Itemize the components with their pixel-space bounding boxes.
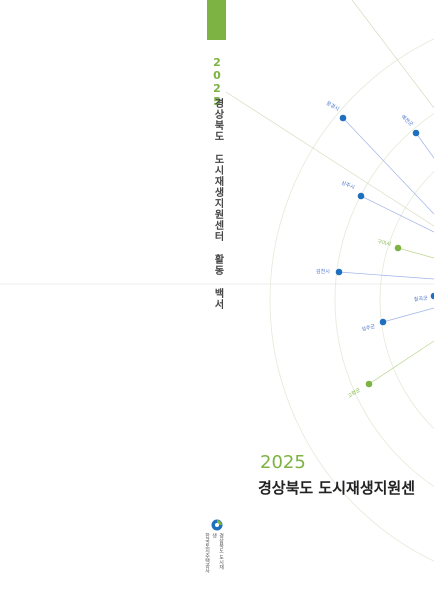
spoke-6 (382, 307, 434, 323)
node-dot (430, 292, 434, 300)
node-dot (339, 114, 347, 122)
node-label: 김천시 (316, 268, 330, 275)
node-label: 칠곡군 (413, 295, 428, 303)
spoke-1 (415, 132, 434, 159)
spine-title: 경상북도 도시재생지원센터 활동 백서 (212, 98, 223, 310)
spoke-lines (338, 117, 434, 385)
node-dot (335, 268, 343, 276)
spoke-4 (338, 271, 434, 280)
node-label: 구미시 (377, 238, 392, 248)
node-label: 문경시 (325, 100, 340, 113)
node-label: 상주시 (340, 179, 355, 191)
spine-logo: 경상북도 도시재생 한국토지주택공사 (204, 519, 226, 575)
node-dot (394, 244, 402, 252)
spoke-3 (397, 247, 434, 259)
diagonal-line-top (351, 0, 434, 109)
arc-ring-4 (269, 38, 434, 562)
logo-text-line1: 경상북도 도시재생 (211, 533, 224, 570)
diagonal-line-mid (225, 91, 434, 227)
logo-text-line2: 한국토지주택공사 (204, 533, 210, 573)
node-6: 성주군 (361, 318, 387, 333)
front-title: 경상북도 도시재생지원센 (258, 479, 416, 497)
concentric-arcs (269, 38, 434, 562)
spoke-7 (368, 340, 434, 385)
spoke-2 (360, 195, 434, 233)
node-7: 고령군 (346, 380, 373, 400)
front-year: 2025 (260, 452, 306, 473)
node-4: 김천시 (316, 268, 343, 276)
spine-year-text: 2025 (210, 56, 224, 108)
spine-year: 2025 (209, 56, 225, 108)
node-dot (412, 129, 420, 137)
spoke-0 (342, 117, 434, 215)
arc-ring-3 (334, 113, 434, 487)
node-2: 상주시 (340, 179, 365, 200)
node-3: 구미시 (377, 238, 402, 252)
node-dot (365, 380, 373, 388)
node-5: 칠곡군 (413, 292, 434, 303)
node-label: 고령군 (346, 386, 362, 399)
node-0: 문경시 (325, 100, 347, 122)
logo-text: 경상북도 도시재생 한국토지주택공사 (204, 533, 224, 573)
node-dot (379, 318, 387, 326)
spine-color-tab (207, 0, 226, 40)
lh-logo-icon (211, 519, 223, 531)
node-label: 성주군 (361, 323, 376, 333)
node-label: 예천군 (400, 113, 415, 128)
node-dot (357, 192, 365, 200)
arc-ring-2 (379, 170, 434, 430)
